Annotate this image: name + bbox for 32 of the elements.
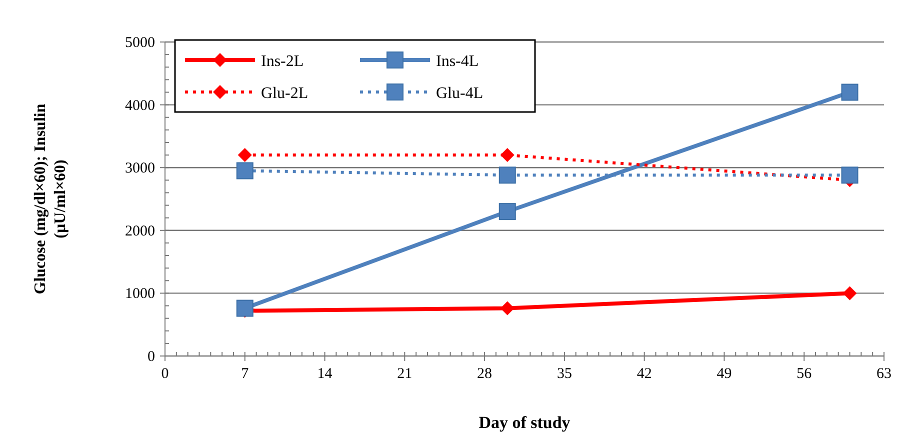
y-tick-label: 2000 [125, 223, 155, 240]
x-tick-label: 42 [636, 366, 652, 382]
point [236, 300, 254, 317]
y-tick-label: 4000 [125, 98, 155, 114]
x-axis-title: Day of study [478, 413, 571, 432]
x-tick-label: 21 [397, 366, 412, 382]
y-tick-label: 5000 [125, 35, 155, 51]
x-tick-label: 14 [317, 366, 333, 382]
x-tick-label: 63 [876, 366, 892, 382]
x-tick-label: 56 [796, 366, 812, 382]
x-tick-label: 0 [161, 366, 169, 382]
point [842, 286, 857, 300]
legend-label: Ins-4L [436, 53, 479, 70]
x-tick-label: 7 [241, 366, 250, 382]
legend-label: Glu-2L [261, 85, 308, 102]
x-tick-label: 28 [477, 366, 492, 382]
y-axis-title: Glucose (mg/dl×60); Insulin (µU/ml×60) [32, 104, 69, 294]
y-tick-label: 1000 [125, 286, 155, 302]
point [236, 162, 254, 180]
y-tick-label: 0 [148, 349, 155, 365]
legend-label: Glu-4L [436, 85, 484, 102]
point [498, 203, 516, 220]
point [841, 84, 858, 101]
legend-label: Ins-2L [261, 53, 304, 70]
point [498, 166, 516, 184]
y-tick-label: 3000 [125, 160, 155, 177]
point [841, 166, 858, 184]
point [500, 148, 514, 162]
x-tick-label: 35 [556, 366, 572, 382]
point [500, 301, 514, 316]
point [238, 148, 252, 162]
x-tick-label: 49 [716, 366, 732, 382]
